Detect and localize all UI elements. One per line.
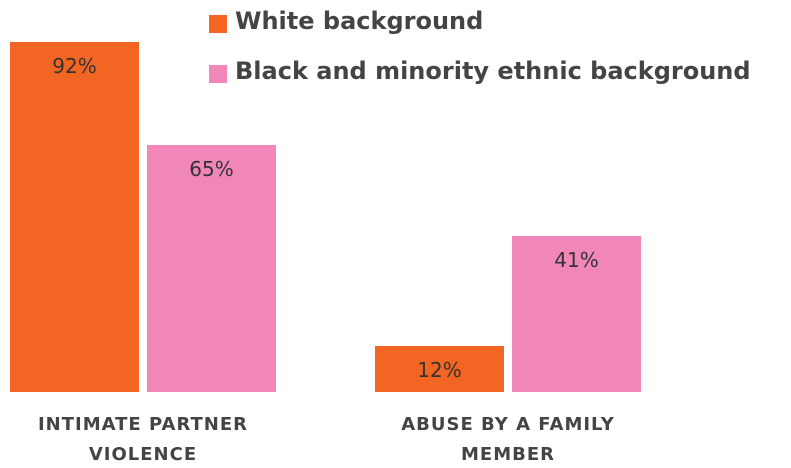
legend-label: White background [235, 7, 484, 35]
legend-swatch [209, 65, 227, 83]
legend-label: Black and minority ethnic background [235, 57, 751, 85]
data-label: 92% [52, 54, 97, 78]
bar [147, 144, 276, 392]
bar [512, 236, 641, 392]
data-label: 12% [417, 358, 462, 383]
data-label: 41% [554, 248, 599, 273]
x-tick-label: INTIMATE PARTNER VIOLENCE [37, 414, 249, 465]
bar [10, 42, 139, 392]
data-label: 65% [189, 156, 234, 181]
legend-swatch [209, 15, 227, 33]
bar [375, 346, 504, 392]
x-tick-label: ABUSE BY A FAMILY MEMBER [401, 414, 615, 465]
